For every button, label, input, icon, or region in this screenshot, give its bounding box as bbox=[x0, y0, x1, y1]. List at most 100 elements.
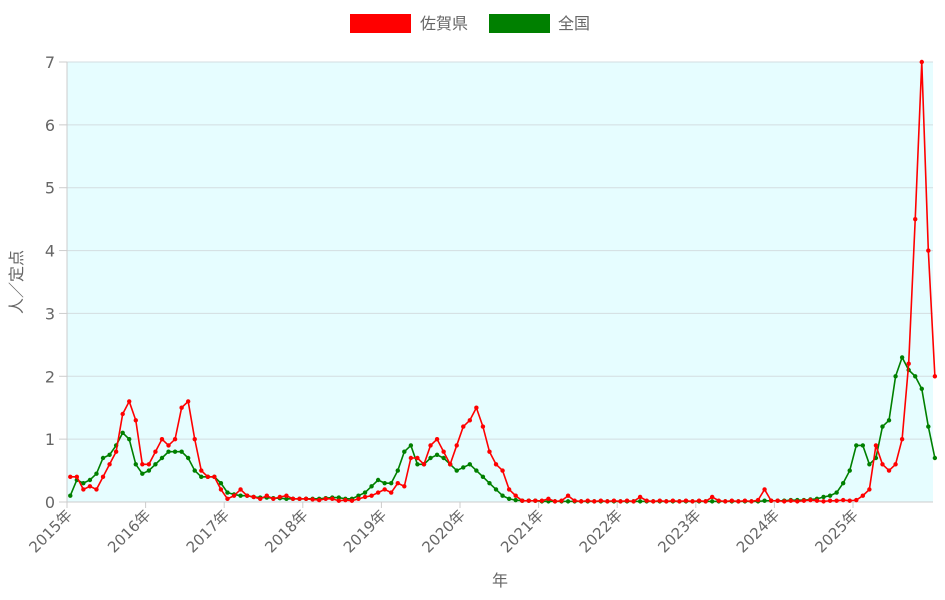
data-point bbox=[578, 499, 584, 504]
data-point bbox=[375, 490, 381, 495]
data-point bbox=[893, 374, 898, 379]
y-tick-label: 7 bbox=[45, 53, 55, 72]
data-point bbox=[264, 493, 269, 498]
data-point bbox=[244, 493, 250, 498]
data-point bbox=[382, 487, 387, 492]
data-point bbox=[87, 477, 93, 483]
data-point bbox=[840, 480, 846, 486]
data-point bbox=[919, 386, 924, 392]
data-point bbox=[330, 496, 335, 502]
data-point bbox=[474, 468, 479, 473]
data-point bbox=[644, 498, 649, 503]
data-point bbox=[480, 474, 486, 480]
data-point bbox=[847, 468, 852, 473]
x-tick-label: 2022年 bbox=[576, 506, 626, 556]
x-tick-label: 2021年 bbox=[497, 506, 547, 556]
data-point bbox=[506, 487, 512, 492]
data-point bbox=[389, 480, 394, 486]
data-point bbox=[867, 462, 872, 467]
data-point bbox=[480, 424, 486, 429]
data-point bbox=[860, 493, 866, 498]
x-axis-title: 年 bbox=[492, 571, 508, 590]
data-point bbox=[513, 497, 518, 503]
data-point bbox=[81, 480, 86, 486]
data-point bbox=[199, 474, 204, 480]
data-point bbox=[500, 493, 505, 498]
legend-swatch-national[interactable] bbox=[489, 14, 550, 33]
data-point bbox=[893, 462, 898, 467]
data-point bbox=[434, 452, 440, 458]
data-point bbox=[192, 436, 197, 442]
data-point bbox=[212, 474, 217, 480]
data-point bbox=[546, 496, 551, 502]
data-point bbox=[375, 477, 381, 483]
data-point bbox=[362, 494, 368, 500]
data-point bbox=[762, 487, 767, 492]
data-point bbox=[533, 498, 538, 503]
data-point bbox=[290, 496, 296, 502]
data-point bbox=[100, 474, 106, 480]
data-point bbox=[251, 494, 256, 500]
data-point bbox=[454, 443, 459, 448]
data-point bbox=[559, 498, 564, 503]
legend-label-national[interactable]: 全国 bbox=[558, 14, 590, 33]
data-point bbox=[238, 487, 243, 492]
data-point bbox=[349, 498, 355, 503]
data-point bbox=[179, 449, 184, 454]
data-point bbox=[565, 493, 571, 498]
data-point bbox=[94, 487, 99, 492]
data-point bbox=[369, 493, 374, 498]
data-point bbox=[133, 462, 138, 467]
y-tick-label: 6 bbox=[45, 116, 55, 135]
x-tick-label: 2024年 bbox=[733, 506, 783, 556]
data-point bbox=[166, 449, 171, 454]
data-point bbox=[225, 496, 230, 502]
legend-swatch-saga[interactable] bbox=[350, 14, 411, 33]
data-point bbox=[860, 443, 866, 448]
data-point bbox=[854, 443, 859, 448]
x-axis: 2015年 2016年 2017年 2018年 2019年 2020年 2021年 2022年… bbox=[25, 501, 933, 556]
data-point bbox=[552, 499, 558, 504]
data-point bbox=[493, 487, 499, 492]
data-point bbox=[421, 462, 427, 467]
data-point bbox=[926, 424, 931, 429]
data-point bbox=[474, 405, 479, 410]
data-point bbox=[847, 498, 852, 503]
data-point bbox=[487, 480, 492, 486]
data-point bbox=[434, 436, 440, 442]
data-point bbox=[932, 455, 938, 461]
data-point bbox=[441, 455, 446, 461]
y-tick-label: 4 bbox=[45, 242, 55, 261]
legend-label-saga[interactable]: 佐賀県 bbox=[420, 14, 468, 33]
data-point bbox=[736, 499, 741, 504]
data-point bbox=[100, 455, 106, 461]
data-point bbox=[834, 490, 839, 495]
data-point bbox=[899, 355, 905, 360]
data-point bbox=[447, 462, 453, 467]
data-point bbox=[303, 496, 309, 502]
data-point bbox=[768, 498, 774, 503]
data-point bbox=[428, 443, 433, 448]
data-point bbox=[166, 443, 171, 448]
data-point bbox=[146, 462, 152, 467]
data-point bbox=[926, 248, 931, 253]
y-tick-label: 1 bbox=[45, 430, 55, 449]
data-point bbox=[913, 374, 918, 379]
data-point bbox=[513, 493, 518, 498]
data-point bbox=[539, 498, 545, 503]
data-point bbox=[258, 496, 263, 502]
data-point bbox=[716, 498, 721, 503]
y-tick-label: 2 bbox=[45, 367, 55, 386]
data-point bbox=[336, 498, 342, 503]
data-point bbox=[814, 498, 820, 503]
y-tick-label: 3 bbox=[45, 304, 55, 323]
data-point bbox=[854, 497, 859, 503]
data-point bbox=[637, 499, 643, 504]
data-point bbox=[637, 494, 643, 500]
data-point bbox=[703, 499, 708, 504]
data-point bbox=[153, 462, 158, 467]
data-point bbox=[808, 497, 813, 503]
y-axis-title: 人／定点 bbox=[7, 250, 26, 314]
data-point bbox=[467, 418, 473, 423]
